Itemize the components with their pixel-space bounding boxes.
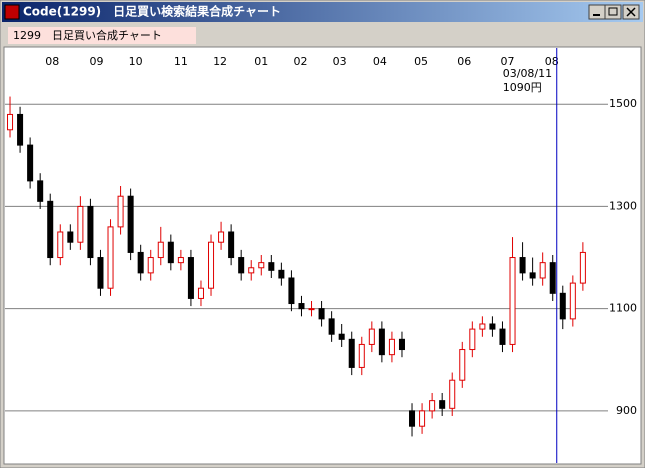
x-tick-label: 04 [373,55,387,68]
candle-body [358,343,365,368]
candle-body [348,338,355,368]
candle-body [559,292,566,320]
candle-body [7,113,14,131]
candle-body [509,257,516,345]
candle-body [177,257,184,264]
candle-body [539,262,546,279]
candle-body [338,333,345,340]
candle-body [549,262,556,294]
app-icon [4,4,20,20]
y-tick-label: 1500 [609,97,637,110]
candle-body [388,338,395,356]
candle-body [167,241,174,264]
candle-body [87,205,94,259]
candle-body [419,410,426,427]
x-tick-label: 05 [414,55,428,68]
candle-body [127,195,134,253]
candle-body [288,277,295,305]
candle-body [37,180,44,202]
candle-body [228,231,235,259]
candle-body [278,269,285,279]
panel-label: 1299 日足買い合成チャート [13,28,162,42]
candle-body [27,144,34,182]
candle-body [368,328,375,345]
candle-body [409,410,416,427]
chart-panel [3,46,642,465]
candle-body [298,303,305,310]
x-tick-label: 01 [254,55,268,68]
candle-body [268,262,275,271]
y-tick-label: 900 [616,404,637,417]
candle-body [107,226,114,289]
x-tick-label: 11 [174,55,188,68]
candle-body [218,231,225,243]
candle-body [579,251,586,284]
title-bar [2,2,643,22]
candle-body [187,257,194,299]
candle-body [439,400,446,409]
window-buttons[interactable] [588,4,640,20]
candle-body [117,195,124,228]
candle-body [459,349,466,381]
candle-body [449,379,456,409]
candle-body [378,328,385,356]
y-tick-label: 1100 [609,302,637,315]
candle-body [398,338,405,351]
candle-body [97,257,104,289]
x-tick-label: 06 [457,55,471,68]
maximize-glyph [608,7,618,16]
cursor-date: 03/08/11 [503,67,552,80]
candle-body [17,113,24,146]
candle-body [569,282,576,320]
candle-body [308,308,315,311]
candle-body [67,231,74,243]
candle-body [469,328,476,351]
candle-body [147,257,154,274]
x-tick-label: 12 [213,55,227,68]
x-tick-label: 03 [333,55,347,68]
candle-body [77,205,84,243]
candle-body [318,308,325,320]
x-tick-label: 08 [45,55,59,68]
x-tick-label: 02 [293,55,307,68]
candle-body [197,287,204,299]
x-tick-label: 10 [129,55,143,68]
close-glyph [626,7,636,17]
candle-body [248,267,255,274]
maximize-button[interactable] [604,4,622,20]
candle-body [429,400,436,412]
y-tick-label: 1300 [609,199,637,212]
window-title: Code(1299) 日足買い検索結果合成チャート [23,4,281,19]
candle-body [479,323,486,330]
x-tick-label: 07 [501,55,515,68]
x-tick-label: 08 [545,55,559,68]
candle-body [529,272,536,279]
x-tick-label: 09 [89,55,103,68]
candle-body [328,318,335,335]
candle-body [208,241,215,289]
candle-body [137,251,144,274]
cursor-price: 1090円 [503,81,542,94]
candle-body [47,200,54,259]
candle-body [238,257,245,274]
candle-body [157,241,164,259]
candle-body [57,231,64,259]
panel-label-box [8,27,196,44]
candle-body [258,262,265,269]
candle-body [519,257,526,274]
candle-body [499,328,506,345]
minimize-button[interactable] [588,4,606,20]
candle-body [489,323,496,330]
